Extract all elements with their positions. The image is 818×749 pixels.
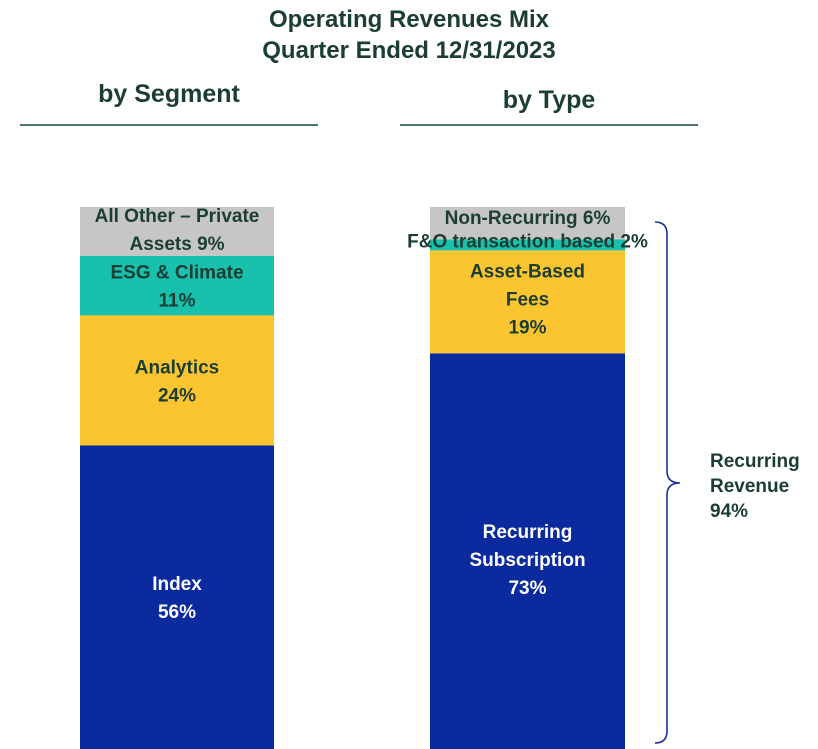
bar-label-all-other-private-assets-line1: All Other – Private bbox=[95, 206, 260, 227]
bar-label-recurring-subscription-line1: Recurring bbox=[483, 522, 573, 543]
brace-label-line1: Recurring bbox=[710, 451, 800, 472]
bar-label-index-line2: 56% bbox=[158, 602, 196, 623]
chart-title: Operating Revenues Mix bbox=[268, 6, 550, 33]
type-panel-heading: by Type bbox=[502, 86, 596, 114]
brace-label-line3: 94% bbox=[710, 501, 748, 522]
bar-label-esg-climate-line1: ESG & Climate bbox=[110, 263, 243, 284]
bar-segment-analytics bbox=[80, 315, 274, 446]
bar-label-all-other-private-assets-line2: Assets 9% bbox=[129, 234, 224, 255]
segment-panel-heading: by Segment bbox=[98, 80, 240, 108]
brace-label-line2: Revenue bbox=[710, 476, 789, 497]
bar-label-asset-based-fees-line3: 19% bbox=[508, 317, 546, 338]
type-stacked-bar: Recurring Subscription 73% Asset-Based Fees 1… bbox=[407, 207, 648, 749]
recurring-revenue-brace bbox=[654, 221, 681, 744]
bar-label-non-recurring-line1: Non-Recurring 6% bbox=[445, 208, 611, 229]
bar-segment-esg-climate bbox=[80, 255, 274, 316]
bar-segment-recurring-subscription bbox=[430, 353, 625, 749]
bar-segment-non-recurring bbox=[430, 207, 625, 240]
bar-label-index-line1: Index bbox=[152, 574, 202, 595]
bar-label-recurring-subscription-line2: Subscription bbox=[469, 550, 585, 571]
chart-subtitle: Quarter Ended 12/31/2023 bbox=[262, 37, 556, 64]
segment-stacked-bar: Index 56% Analytics 24% ESG & Climate 11% All … bbox=[80, 206, 274, 749]
type-heading-rule bbox=[400, 124, 698, 126]
bar-label-recurring-subscription-line3: 73% bbox=[508, 578, 546, 599]
bar-segment-index bbox=[80, 445, 274, 749]
bar-label-esg-climate-line2: 11% bbox=[159, 291, 196, 312]
segment-heading-rule bbox=[20, 124, 318, 126]
bar-label-analytics-line2: 24% bbox=[158, 385, 196, 406]
bar-label-asset-based-fees-line2: Fees bbox=[506, 289, 549, 310]
bar-segment-all-other-private-assets bbox=[80, 207, 274, 256]
bar-label-analytics-line1: Analytics bbox=[135, 357, 219, 378]
bar-label-asset-based-fees-line1: Asset-Based bbox=[470, 261, 585, 282]
bar-segment-f-o-transaction-based bbox=[430, 239, 625, 251]
bar-segment-asset-based-fees bbox=[430, 250, 625, 354]
bar-label-f-o-transaction-based-line1: F&O transaction based 2% bbox=[407, 232, 648, 253]
